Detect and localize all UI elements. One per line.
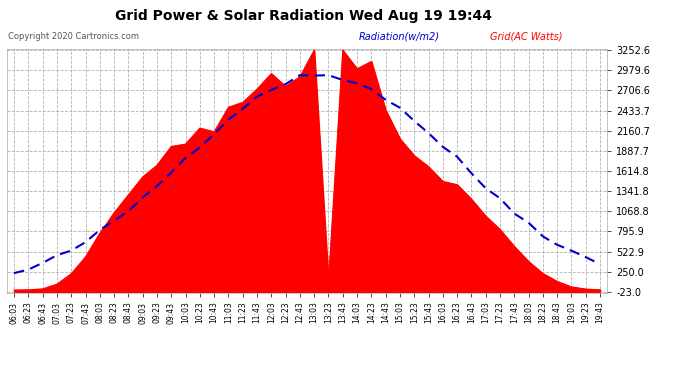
Text: Grid(AC Watts): Grid(AC Watts) — [490, 32, 562, 42]
Text: Radiation(w/m2): Radiation(w/m2) — [359, 32, 440, 42]
Text: Grid Power & Solar Radiation Wed Aug 19 19:44: Grid Power & Solar Radiation Wed Aug 19 … — [115, 9, 492, 23]
Text: Copyright 2020 Cartronics.com: Copyright 2020 Cartronics.com — [8, 32, 139, 41]
